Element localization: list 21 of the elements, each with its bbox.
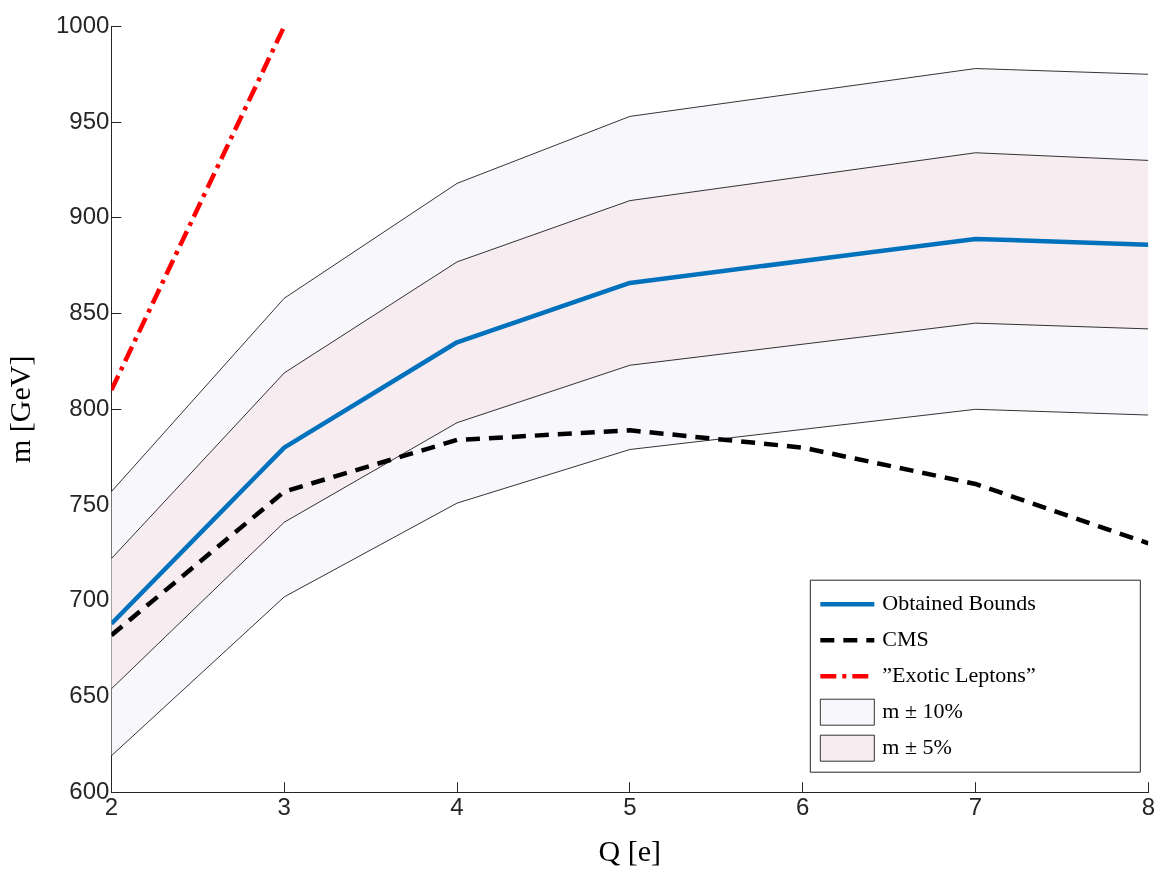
y-axis-title: m [GeV] bbox=[2, 355, 36, 464]
legend-label: m ± 5% bbox=[882, 733, 952, 759]
y-tick-label: 650 bbox=[69, 681, 110, 709]
y-tick-label: 800 bbox=[69, 393, 110, 421]
x-tick-label: 3 bbox=[277, 793, 291, 821]
y-tick-label: 900 bbox=[69, 202, 110, 230]
legend-label: m ± 10% bbox=[882, 697, 963, 723]
legend-label: ”Exotic Leptons” bbox=[882, 661, 1036, 687]
x-tick-label: 6 bbox=[796, 793, 810, 821]
x-tick-label: 7 bbox=[968, 793, 983, 821]
y-tick-label: 1000 bbox=[56, 11, 110, 39]
y-tick-label: 700 bbox=[69, 585, 110, 613]
y-tick-label: 950 bbox=[69, 106, 110, 134]
y-tick-label: 750 bbox=[69, 489, 110, 517]
y-tick-label: 850 bbox=[69, 298, 110, 326]
legend-label: CMS bbox=[882, 625, 929, 651]
x-axis-title: Q [e] bbox=[598, 833, 662, 867]
x-tick-label: 8 bbox=[1141, 793, 1156, 821]
legend-label: Obtained Bounds bbox=[882, 589, 1036, 615]
x-tick-label: 4 bbox=[450, 793, 464, 821]
x-tick-label: 5 bbox=[623, 793, 637, 821]
